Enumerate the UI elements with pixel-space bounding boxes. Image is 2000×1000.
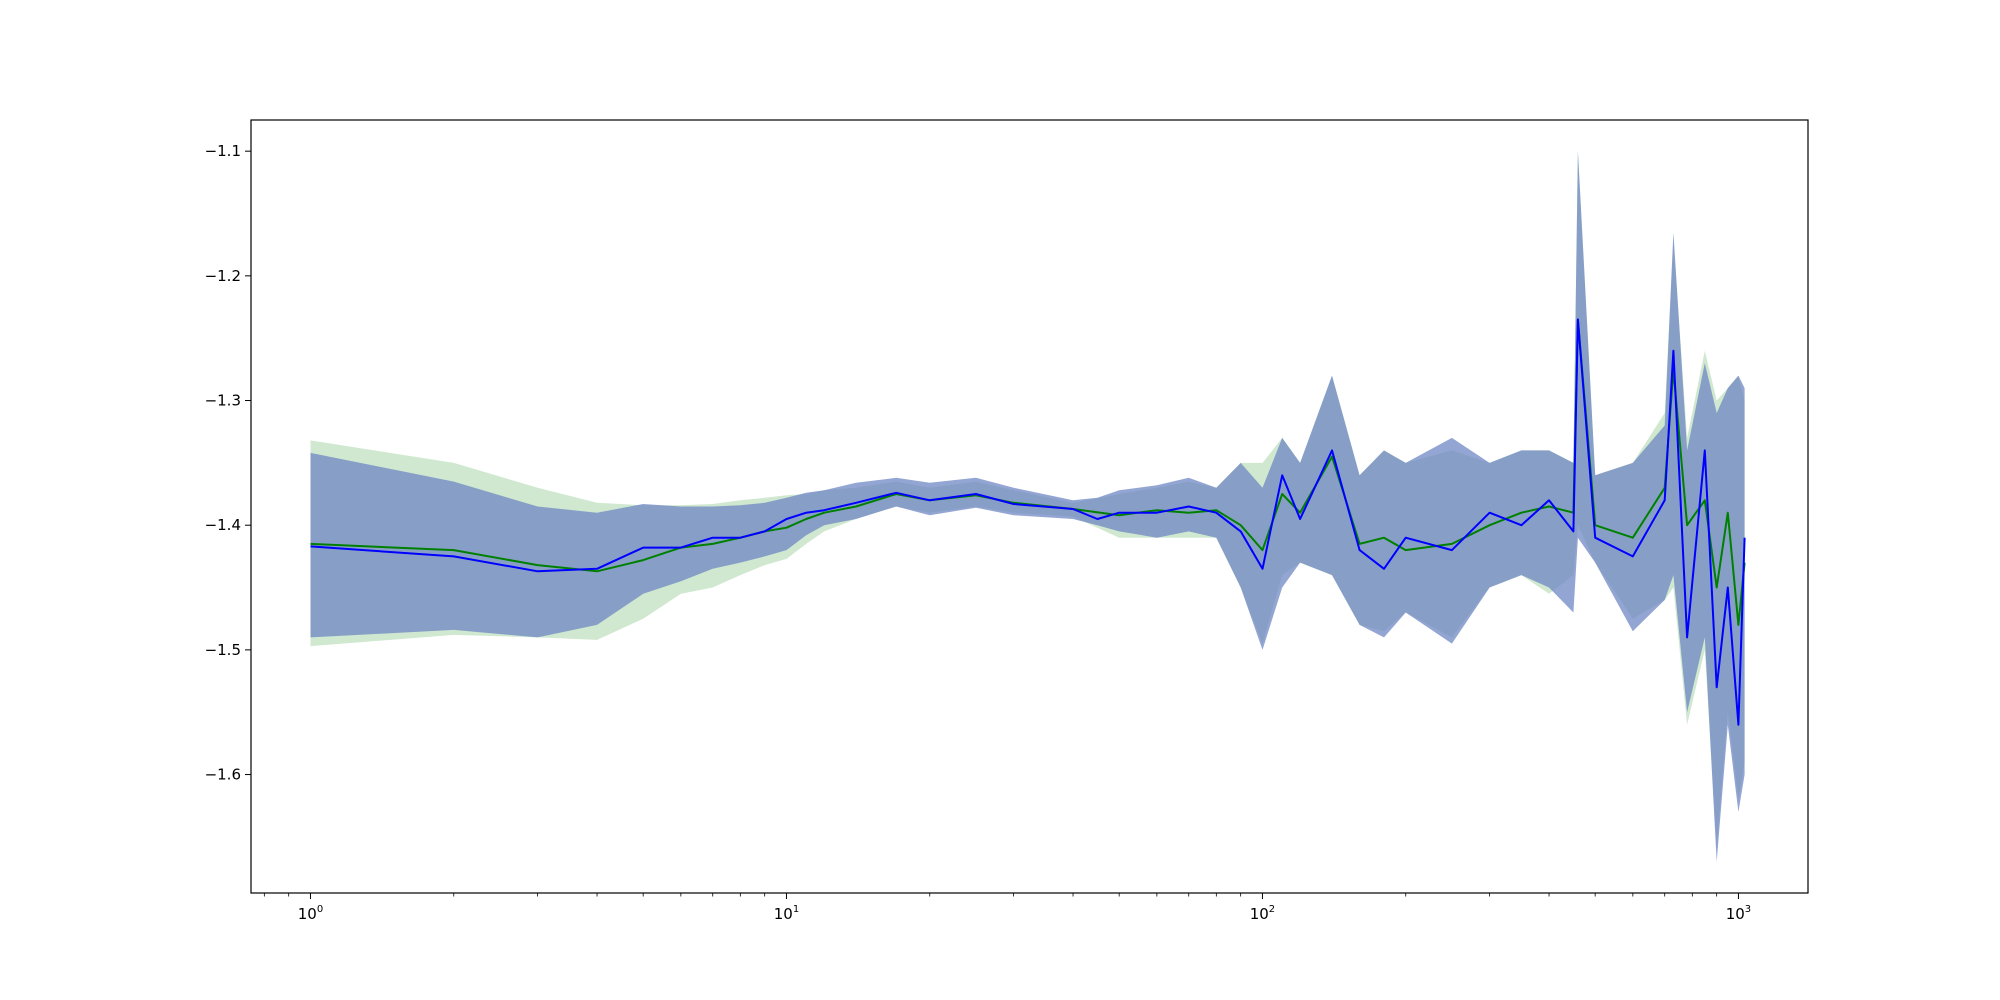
y-tick-label: −1.6 <box>205 766 241 784</box>
series-2-band <box>310 151 1745 862</box>
series-2-line <box>310 318 1746 726</box>
plot-frame <box>250 119 1809 894</box>
y-axis: −1.1 −1.2 −1.3 −1.4 −1.5 −1.6 <box>205 142 251 784</box>
x-axis: 100 101 102 103 <box>263 893 1751 923</box>
x-tick-label: 103 <box>1726 904 1751 923</box>
y-tick-label: −1.4 <box>205 516 241 534</box>
x-tick-label: 100 <box>298 904 323 923</box>
x-tick-label: 102 <box>1250 904 1275 923</box>
confidence-bands <box>310 151 1745 862</box>
y-tick-label: −1.3 <box>205 392 241 410</box>
y-tick-label: −1.2 <box>205 267 241 285</box>
x-tick-label: 101 <box>774 904 799 923</box>
y-tick-label: −1.5 <box>205 641 241 659</box>
y-tick-label: −1.1 <box>205 142 241 160</box>
series-lines <box>310 318 1746 726</box>
